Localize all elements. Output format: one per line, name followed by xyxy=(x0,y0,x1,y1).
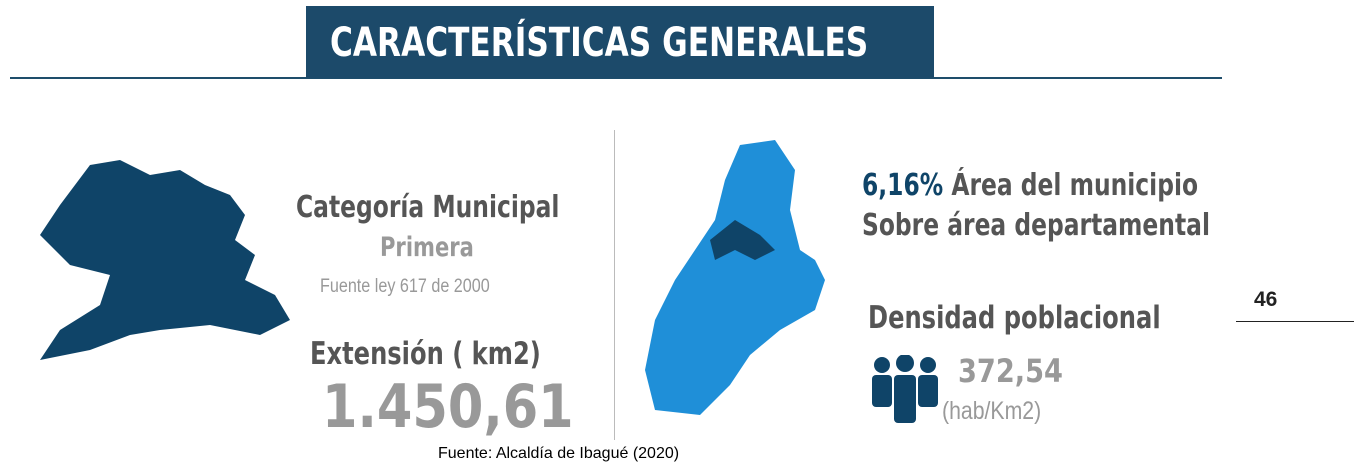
category-value: Primera xyxy=(380,232,474,263)
density-value: 372,54 xyxy=(958,352,1063,390)
density-label: Densidad poblacional xyxy=(868,300,1161,336)
category-label: Categoría Municipal xyxy=(296,190,560,225)
department-map xyxy=(645,140,825,415)
area-text2: Sobre área departamental xyxy=(862,208,1210,243)
department-shape xyxy=(645,140,825,415)
people-icon xyxy=(872,355,938,423)
page-number: 46 xyxy=(1254,288,1278,311)
caption: Fuente: Alcaldía de Ibagué (2020) xyxy=(438,445,680,462)
page-rule xyxy=(1236,321,1354,322)
area-line: 6,16% Área del municipio xyxy=(862,168,1198,203)
header-box xyxy=(306,6,934,78)
area-percent: 6,16% xyxy=(862,168,944,203)
header-title: CARACTERÍSTICAS GENERALES xyxy=(330,20,869,66)
divider xyxy=(614,130,615,440)
category-source: Fuente ley 617 de 2000 xyxy=(320,276,490,297)
area-text: Área del municipio xyxy=(951,168,1199,203)
map-shape xyxy=(40,160,290,360)
municipality-highlight xyxy=(710,220,775,260)
extension-value: 1.450,61 xyxy=(322,372,574,442)
municipality-map xyxy=(40,160,290,360)
extension-label: Extensión ( km2) xyxy=(310,336,541,372)
density-unit: (hab/Km2) xyxy=(942,397,1042,425)
header-rule xyxy=(10,77,1222,79)
